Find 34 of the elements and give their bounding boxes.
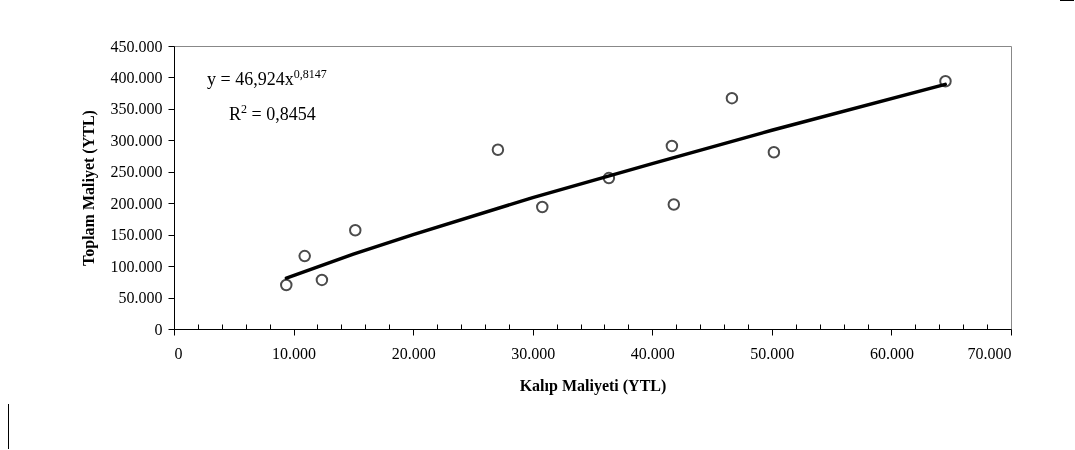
point [491,143,505,156]
point [725,91,739,105]
point [767,146,781,159]
y-tick-label: 200.000 [110,194,163,212]
y-tick-label: 450.000 [110,37,163,55]
y-tick-label: 50.000 [118,289,163,307]
x-tick-label: 60.000 [869,344,914,362]
x-tick-label: 30.000 [511,344,556,362]
x-tick-label: 20.000 [391,344,436,362]
y-tick-label: 250.000 [110,163,163,181]
y-tick-label: 300.000 [110,131,163,149]
y-tick-label: 0 [154,320,163,338]
x-tick-label: 10.000 [272,344,317,362]
annotation: R$^{2}$ = 0,8454 [228,101,317,126]
x-tick-label: 0 [174,344,183,362]
y-tick-label: 150.000 [110,226,163,244]
y-tick-label: 400.000 [110,68,163,86]
point [280,278,293,292]
point [665,139,679,153]
point [536,200,549,214]
point [349,224,362,237]
point [939,74,952,88]
y-axis-title: Toplam Maliyet (YTL) [79,110,98,266]
x-tick-label: 40.000 [630,344,675,362]
point [298,249,311,263]
y-tick-label: 100.000 [110,257,163,275]
annotation: y = 46,924x$^{0,8147}$ [207,66,327,91]
point [315,273,329,287]
point [667,198,681,211]
x-tick-label: 50.000 [750,344,795,362]
y-tick-label: 350.000 [110,100,163,118]
point [602,171,616,185]
x-axis-title: Kalıp Maliyeti (YTL) [519,376,667,395]
x-tick-label: 70.000 [967,344,1012,362]
